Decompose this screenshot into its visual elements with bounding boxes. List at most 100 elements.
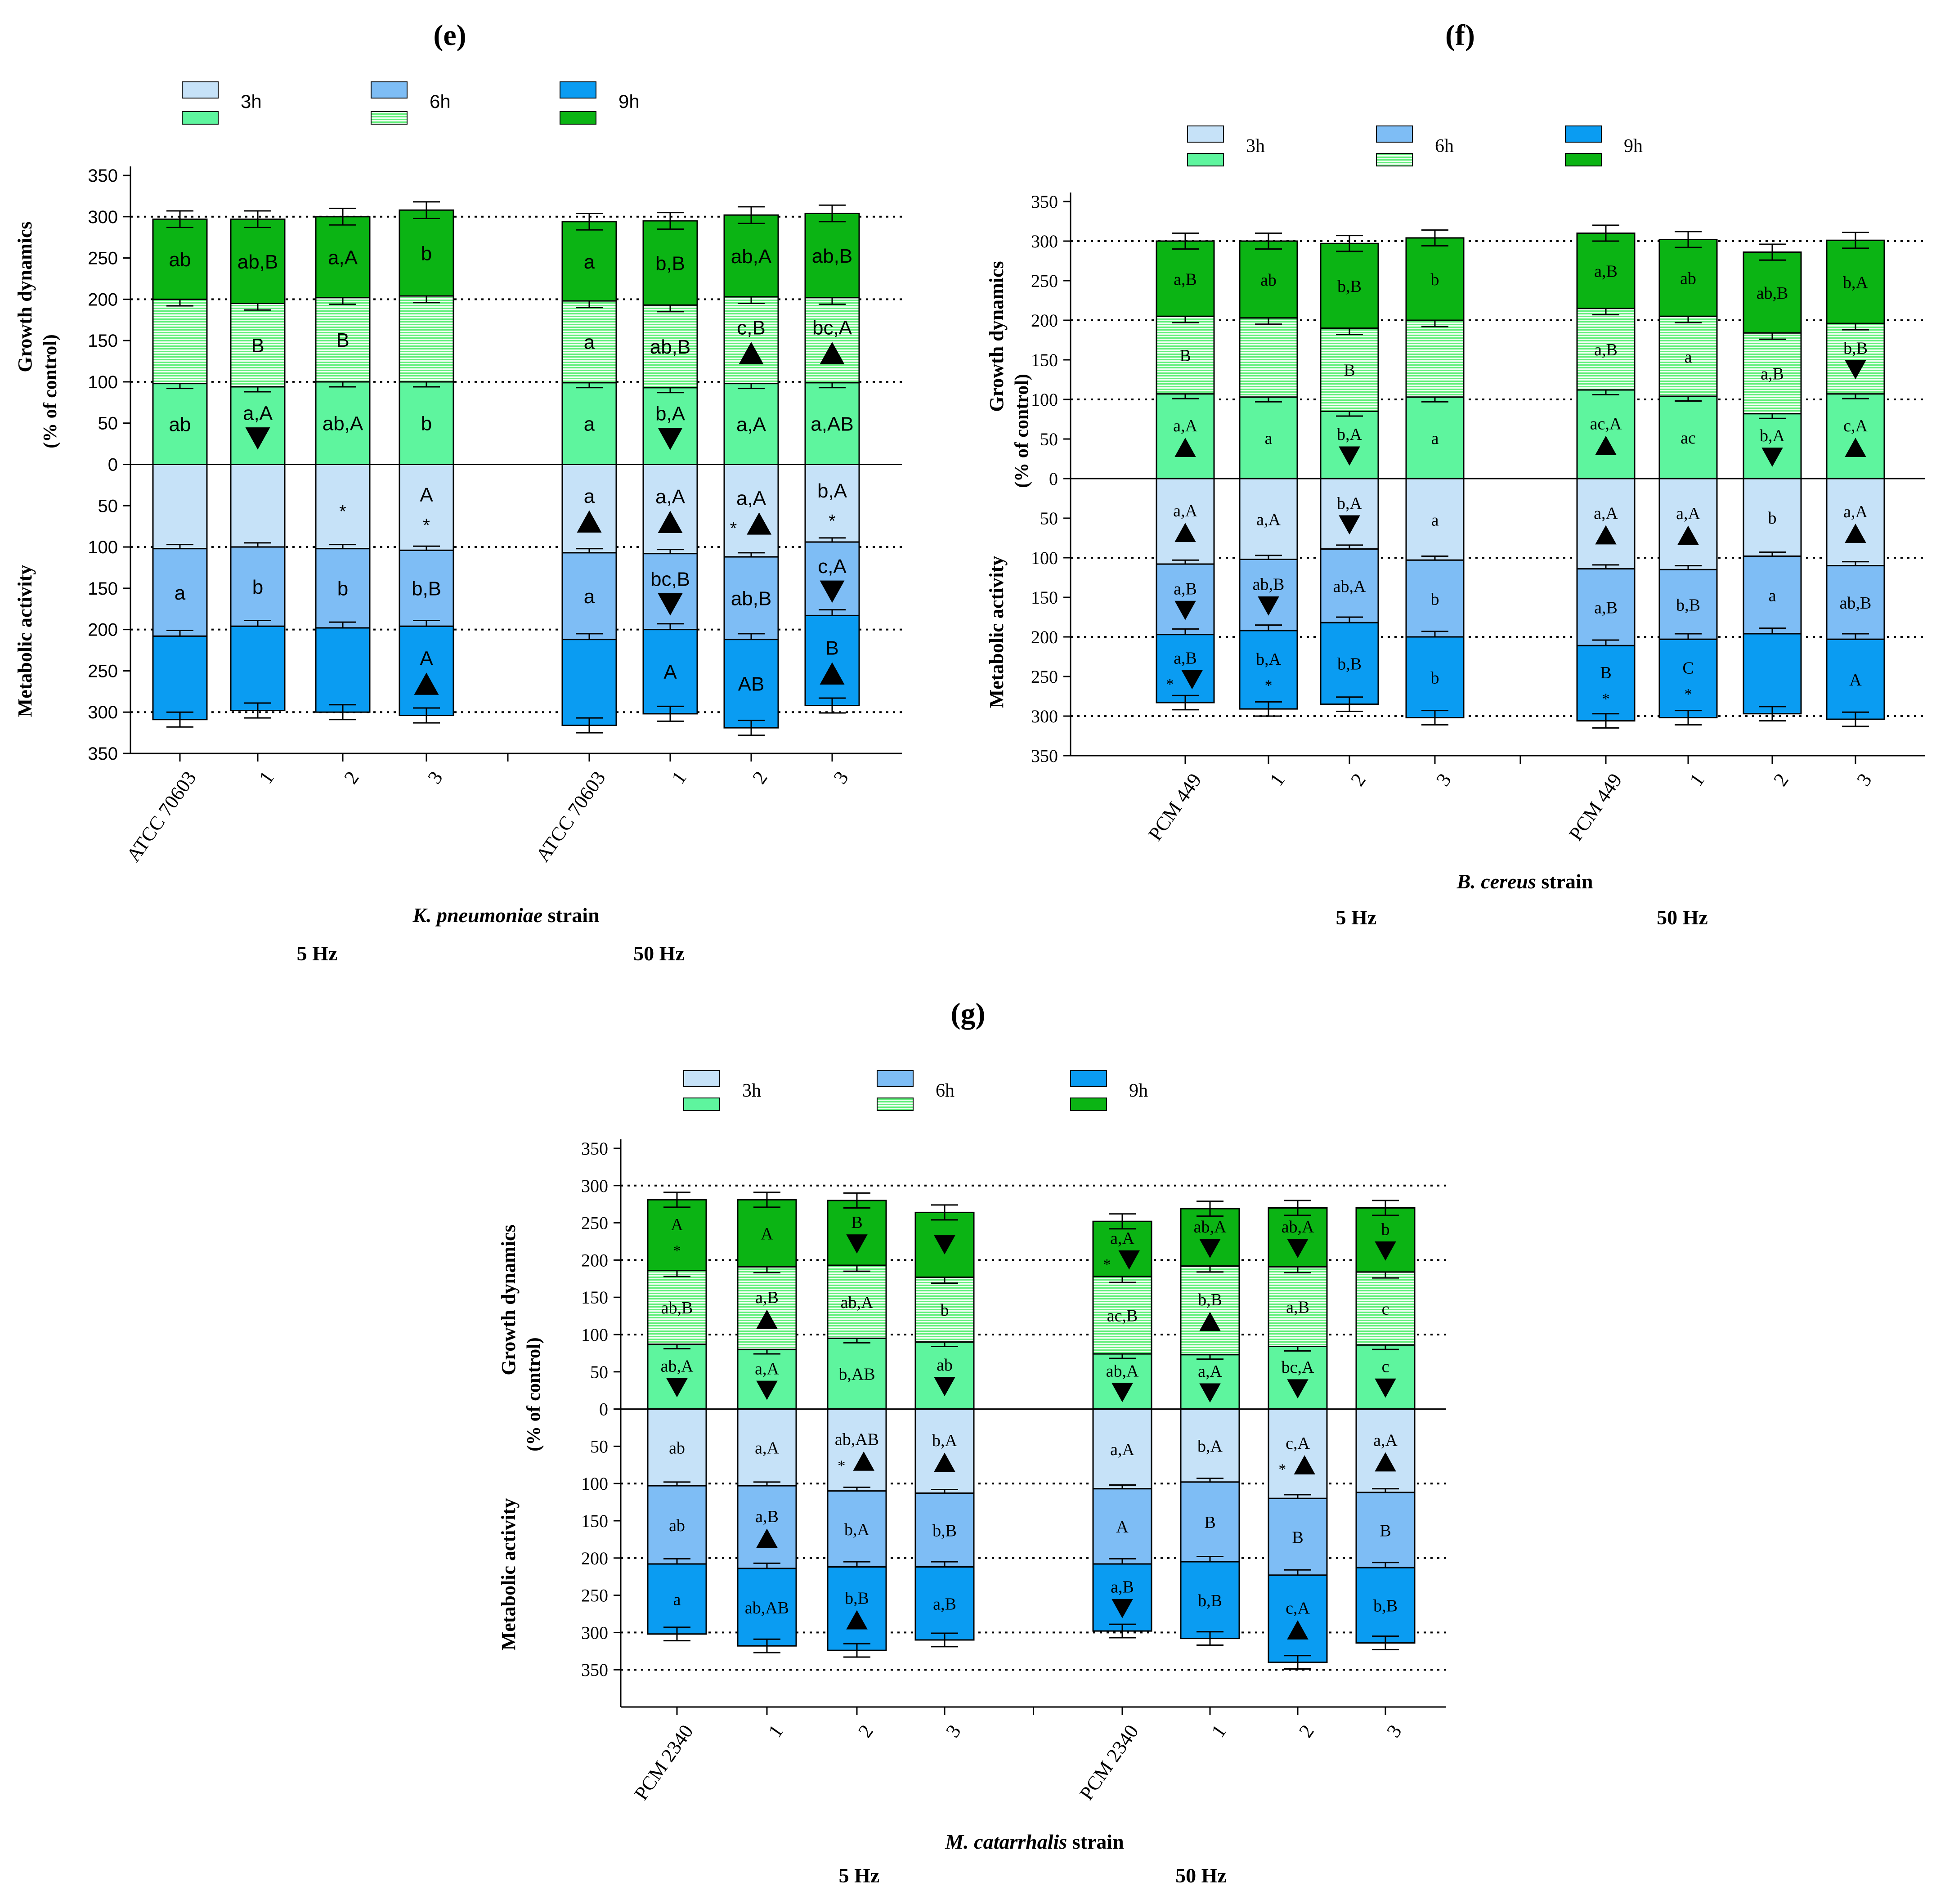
metabolic-bar-3h	[561, 464, 617, 554]
growth-annotation-label: ab,A	[731, 246, 772, 268]
growth-bar-9h	[642, 220, 698, 306]
metabolic-annotation-label: c,A	[1286, 1434, 1310, 1453]
bar-group: ab b b,A b,B a,B	[914, 1204, 975, 1648]
y-tick-label: 150	[88, 331, 118, 351]
growth-bar-3h	[647, 1344, 707, 1410]
metabolic-annotation-label: a,A	[655, 486, 686, 508]
growth-annotation-down-arrow	[756, 1380, 778, 1400]
x-tick-label: ATCC 70603	[532, 767, 610, 866]
growth-annotation-label: ab	[1680, 269, 1696, 288]
group-label: 5 Hz	[297, 942, 338, 965]
growth-annotation-label: a,A	[243, 402, 273, 424]
growth-bar-9h	[1405, 237, 1465, 321]
y-tick-label: 350	[88, 166, 118, 186]
legend-label: 6h	[1435, 136, 1454, 157]
metabolic-annotation-label: b,B	[1676, 596, 1700, 615]
metabolic-annotation-label: B	[1204, 1513, 1215, 1532]
metabolic-bar-9h	[723, 639, 779, 729]
growth-annotation-label: ab	[169, 413, 191, 435]
x-tick-label: 1	[1685, 770, 1709, 790]
metabolic-annotation-label: a,A	[1594, 504, 1618, 523]
metabolic-annotation-label: b,B	[845, 1589, 869, 1608]
metabolic-annotation-asterisk: *	[838, 1457, 845, 1474]
metabolic-bar-9h	[804, 614, 860, 707]
metabolic-annotation-label: b	[337, 578, 348, 600]
metabolic-bar-9h	[827, 1566, 887, 1651]
growth-annotation-down-arrow	[1199, 1383, 1221, 1403]
metabolic-bar-9h	[315, 627, 371, 713]
growth-annotation-up-arrow	[1595, 435, 1617, 455]
legend-swatch-blue	[371, 81, 408, 99]
metabolic-annotation-up-arrow	[1375, 1452, 1396, 1472]
metabolic-annotation-label: ab	[669, 1439, 685, 1458]
group-label: 50 Hz	[1175, 1864, 1227, 1887]
growth-annotation-down-arrow	[1761, 448, 1783, 467]
metabolic-bar-3h	[723, 464, 779, 558]
x-tick-label: 2	[1346, 770, 1370, 790]
metabolic-bar-6h	[315, 548, 371, 629]
growth-bar-9h	[723, 214, 779, 298]
metabolic-bar-9h	[1180, 1561, 1240, 1640]
bar-group: a b a b b	[1405, 229, 1465, 726]
x-tick-label: 2	[748, 767, 772, 788]
bar-group: b,A Bb,B b,A ab,A b,B	[1320, 235, 1379, 712]
metabolic-bar-3h	[1156, 478, 1215, 565]
metabolic-annotation-down-arrow	[1111, 1599, 1133, 1618]
growth-bar-9h	[1355, 1207, 1416, 1273]
y-tick-label: 100	[581, 1474, 608, 1494]
metabolic-bar-3h	[1320, 478, 1379, 550]
growth-bar-3h	[804, 382, 860, 465]
y-tick-label: 100	[1031, 548, 1058, 568]
growth-bar-3h	[230, 386, 286, 466]
growth-bar-9h	[152, 218, 208, 300]
growth-annotation-up-arrow	[820, 342, 845, 364]
x-tick-label: PCM 2340	[1076, 1721, 1143, 1804]
metabolic-annotation-label: b,A	[932, 1431, 958, 1450]
growth-annotation-label: b,B	[1337, 277, 1362, 296]
legend-label: 3h	[742, 1080, 761, 1101]
metabolic-annotation-label: a,B	[933, 1595, 956, 1613]
metabolic-annotation-label: b,B	[1337, 655, 1362, 674]
growth-annotation-label: b,B	[1843, 339, 1868, 358]
x-tick-label: 3	[423, 767, 447, 788]
growth-bar-9h	[737, 1199, 797, 1268]
x-axis-title-suffix: strain	[1536, 870, 1593, 893]
growth-annotation-asterisk: *	[1103, 1256, 1111, 1273]
bar-group: ab ab a	[152, 210, 208, 728]
growth-annotation-label: ab,A	[841, 1293, 874, 1312]
metabolic-annotation-label: ab,B	[1840, 594, 1872, 613]
y-tick-label: 350	[1031, 192, 1058, 212]
bar-group: ac a ab a,A b,B C *	[1658, 231, 1718, 726]
metabolic-annotation-up-arrow	[853, 1452, 874, 1471]
metabolic-bar-3h	[647, 1408, 707, 1487]
legend: 3h 6h 9h	[683, 1070, 1148, 1111]
metabolic-annotation-up-arrow	[1595, 525, 1617, 545]
metabolic-bar-3h	[1826, 478, 1885, 567]
growth-annotation-label: b,B	[1198, 1290, 1222, 1309]
y-tick-label: 100	[581, 1325, 608, 1345]
y-label-growth: Growth dynamics	[14, 221, 36, 372]
growth-annotation-label: a	[584, 413, 595, 435]
x-tick-label: 1	[667, 767, 691, 788]
metabolic-annotation-label: b,B	[932, 1521, 957, 1540]
bar-group: a,ABa,Ba,Aa,Ba,B*	[1156, 232, 1215, 711]
y-label-growth: Growth dynamics	[497, 1224, 520, 1375]
growth-annotation-up-arrow	[1174, 438, 1196, 457]
metabolic-annotation-asterisk: *	[1264, 677, 1272, 694]
bar-group: a,A c,B ab,A a,A * ab,B AB	[723, 206, 779, 736]
growth-bar-6h	[827, 1264, 887, 1339]
metabolic-annotation-down-arrow	[1339, 515, 1360, 535]
metabolic-annotation-asterisk: *	[339, 502, 346, 521]
growth-bar-6h	[1092, 1276, 1152, 1355]
metabolic-annotation-label: B	[1380, 1521, 1391, 1540]
x-tick-label: 1	[255, 767, 278, 788]
y-tick-label: 150	[1031, 350, 1058, 370]
growth-annotation-down-arrow	[1339, 446, 1360, 466]
metabolic-bar-6h	[1156, 563, 1215, 636]
growth-bar-6h	[1156, 315, 1215, 395]
growth-annotation-label: a,A	[328, 247, 358, 269]
legend-label: 6h	[936, 1080, 955, 1101]
growth-annotation-label: B	[1344, 361, 1355, 380]
y-tick-label: 200	[1031, 627, 1058, 647]
